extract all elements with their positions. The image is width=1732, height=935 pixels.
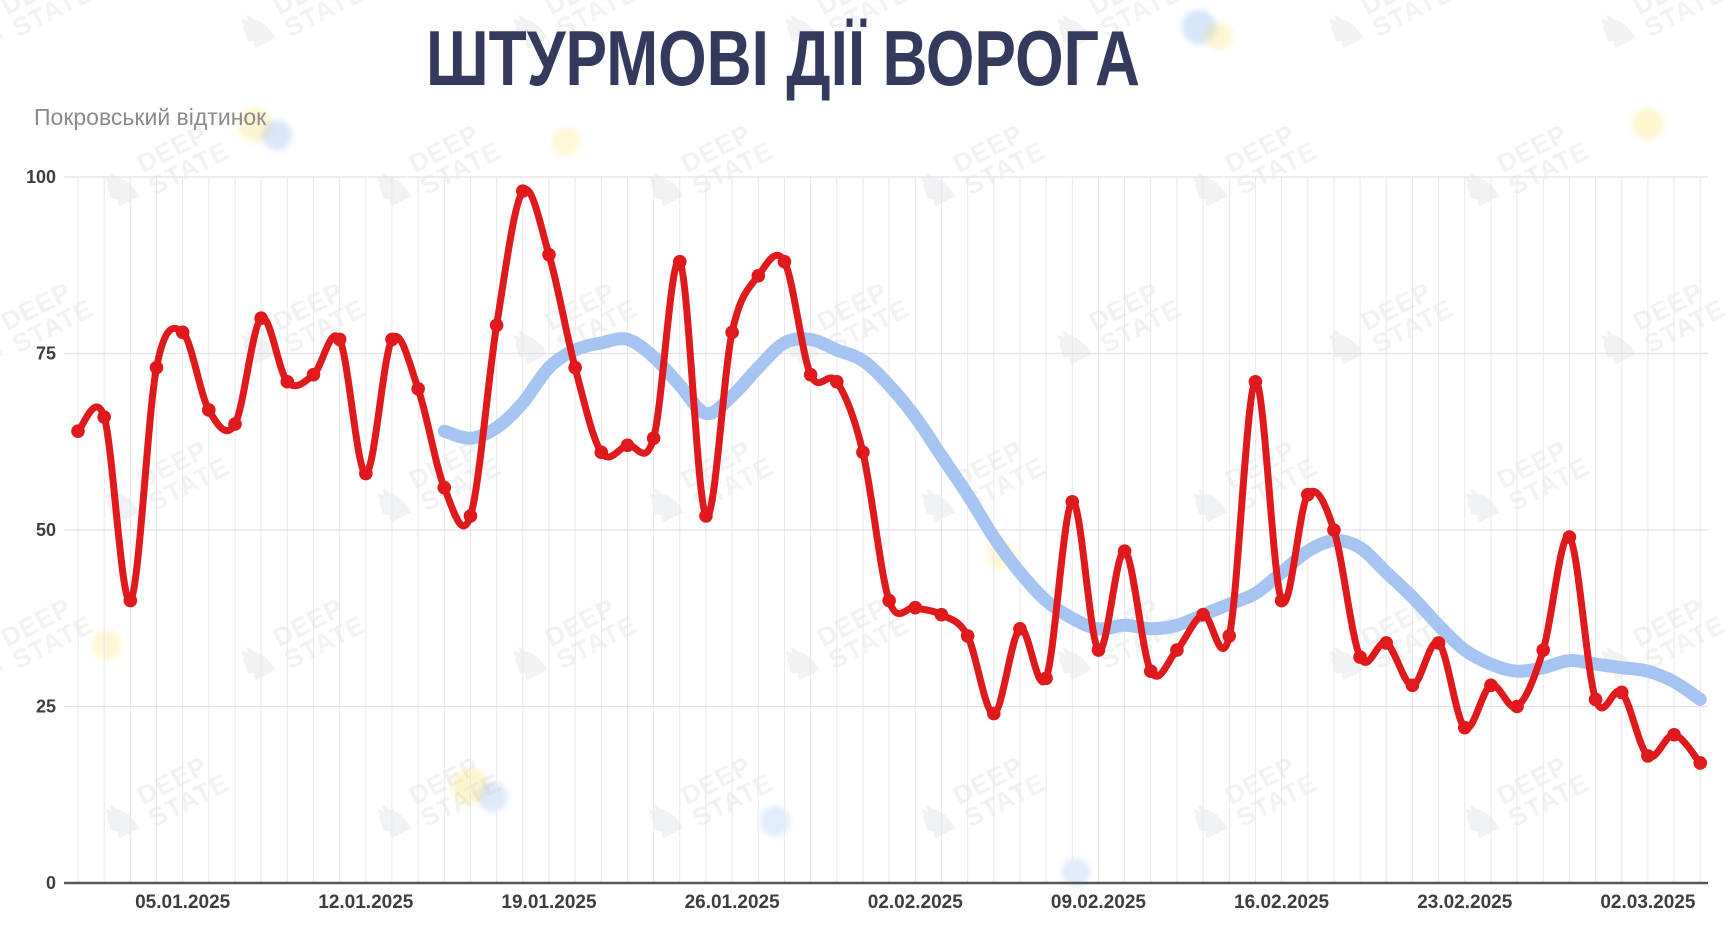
data-point-enemy-assaults-daily	[1614, 685, 1629, 700]
data-point-enemy-assaults-daily	[1039, 671, 1053, 686]
data-point-enemy-assaults-daily	[1693, 756, 1708, 770]
y-tick-label: 100	[26, 167, 56, 187]
data-point-enemy-assaults-daily	[437, 480, 452, 495]
data-point-enemy-assaults-daily	[1117, 544, 1132, 558]
data-point-enemy-assaults-daily	[254, 311, 268, 326]
x-tick-label: 19.01.2025	[501, 892, 597, 913]
x-tick-label: 16.02.2025	[1234, 892, 1330, 913]
data-point-enemy-assaults-daily	[934, 607, 949, 622]
x-tick-label: 05.01.2025	[135, 892, 231, 913]
data-point-enemy-assaults-daily	[1065, 494, 1080, 509]
data-point-enemy-assaults-daily	[1222, 629, 1237, 643]
data-point-enemy-assaults-daily	[332, 332, 347, 347]
y-tick-label: 25	[36, 697, 56, 717]
data-point-enemy-assaults-daily	[1327, 523, 1341, 537]
data-point-enemy-assaults-daily	[1353, 650, 1367, 664]
data-point-enemy-assaults-daily	[594, 445, 609, 460]
data-point-enemy-assaults-daily	[1143, 664, 1158, 678]
x-tick-label: 26.01.2025	[685, 892, 781, 913]
y-tick-label: 0	[46, 873, 56, 893]
data-point-enemy-assaults-daily	[228, 417, 242, 431]
data-point-enemy-assaults-daily	[1091, 643, 1106, 657]
data-point-enemy-assaults-daily	[123, 593, 138, 608]
data-point-enemy-assaults-daily	[725, 325, 739, 340]
data-point-enemy-assaults-daily	[986, 706, 1001, 721]
data-point-enemy-assaults-daily	[1013, 622, 1027, 636]
data-point-enemy-assaults-daily	[1510, 699, 1524, 714]
x-tick-label: 09.02.2025	[1051, 892, 1147, 913]
y-tick-label: 75	[36, 344, 56, 364]
data-point-enemy-assaults-daily	[620, 438, 635, 453]
data-point-enemy-assaults-daily	[960, 629, 975, 643]
data-point-enemy-assaults-daily	[542, 247, 556, 262]
data-point-enemy-assaults-daily	[71, 424, 85, 438]
data-point-enemy-assaults-daily	[1405, 678, 1420, 693]
data-point-enemy-assaults-daily	[306, 367, 321, 382]
data-point-enemy-assaults-daily	[803, 367, 818, 382]
data-point-enemy-assaults-daily	[489, 318, 504, 333]
data-point-enemy-assaults-daily	[385, 332, 399, 347]
data-point-enemy-assaults-daily	[280, 374, 295, 389]
x-tick-label: 12.01.2025	[318, 892, 414, 913]
data-point-enemy-assaults-daily	[672, 254, 687, 269]
data-point-enemy-assaults-daily	[463, 509, 478, 523]
x-tick-label: 02.02.2025	[868, 892, 964, 913]
data-point-enemy-assaults-daily	[1588, 692, 1603, 707]
data-point-enemy-assaults-daily	[97, 410, 111, 424]
data-point-enemy-assaults-daily	[1274, 593, 1289, 608]
y-tick-label: 50	[36, 520, 56, 540]
data-point-enemy-assaults-daily	[699, 509, 713, 523]
x-tick-label: 02.03.2025	[1600, 892, 1696, 913]
data-point-enemy-assaults-daily	[1431, 636, 1446, 650]
data-point-enemy-assaults-daily	[777, 254, 792, 269]
data-point-enemy-assaults-daily	[751, 269, 766, 283]
data-point-enemy-assaults-daily	[359, 466, 373, 481]
data-point-enemy-assaults-daily	[1196, 607, 1210, 622]
data-point-enemy-assaults-daily	[908, 600, 923, 615]
data-point-enemy-assaults-daily	[1457, 720, 1472, 735]
data-point-enemy-assaults-daily	[1484, 678, 1498, 693]
data-point-enemy-assaults-daily	[516, 184, 530, 198]
data-point-enemy-assaults-daily	[175, 325, 190, 340]
data-point-enemy-assaults-daily	[411, 382, 425, 396]
data-point-enemy-assaults-daily	[1379, 636, 1394, 650]
data-point-enemy-assaults-daily	[1641, 749, 1655, 763]
data-point-enemy-assaults-daily	[1667, 727, 1681, 742]
series-line-smoothed-trend	[437, 332, 1707, 706]
data-point-enemy-assaults-daily	[1300, 487, 1315, 502]
data-point-enemy-assaults-daily	[1170, 643, 1184, 657]
data-point-enemy-assaults-daily	[829, 374, 844, 389]
data-point-enemy-assaults-daily	[1248, 374, 1263, 389]
data-point-enemy-assaults-daily	[1562, 530, 1577, 544]
x-tick-label: 23.02.2025	[1417, 892, 1513, 913]
data-point-enemy-assaults-daily	[202, 403, 216, 417]
data-point-enemy-assaults-daily	[882, 593, 896, 608]
data-point-enemy-assaults-daily	[149, 360, 164, 375]
chart-subtitle: Покровський відтинок	[34, 104, 267, 130]
data-point-enemy-assaults-daily	[646, 431, 661, 446]
data-point-enemy-assaults-daily	[1536, 643, 1551, 657]
data-point-enemy-assaults-daily	[568, 360, 582, 375]
page-title: ШТУРМОВІ ДІЇ ВОРОГА	[425, 15, 1141, 103]
series-line-enemy-assaults-daily	[74, 185, 1704, 767]
data-point-enemy-assaults-daily	[856, 445, 870, 460]
